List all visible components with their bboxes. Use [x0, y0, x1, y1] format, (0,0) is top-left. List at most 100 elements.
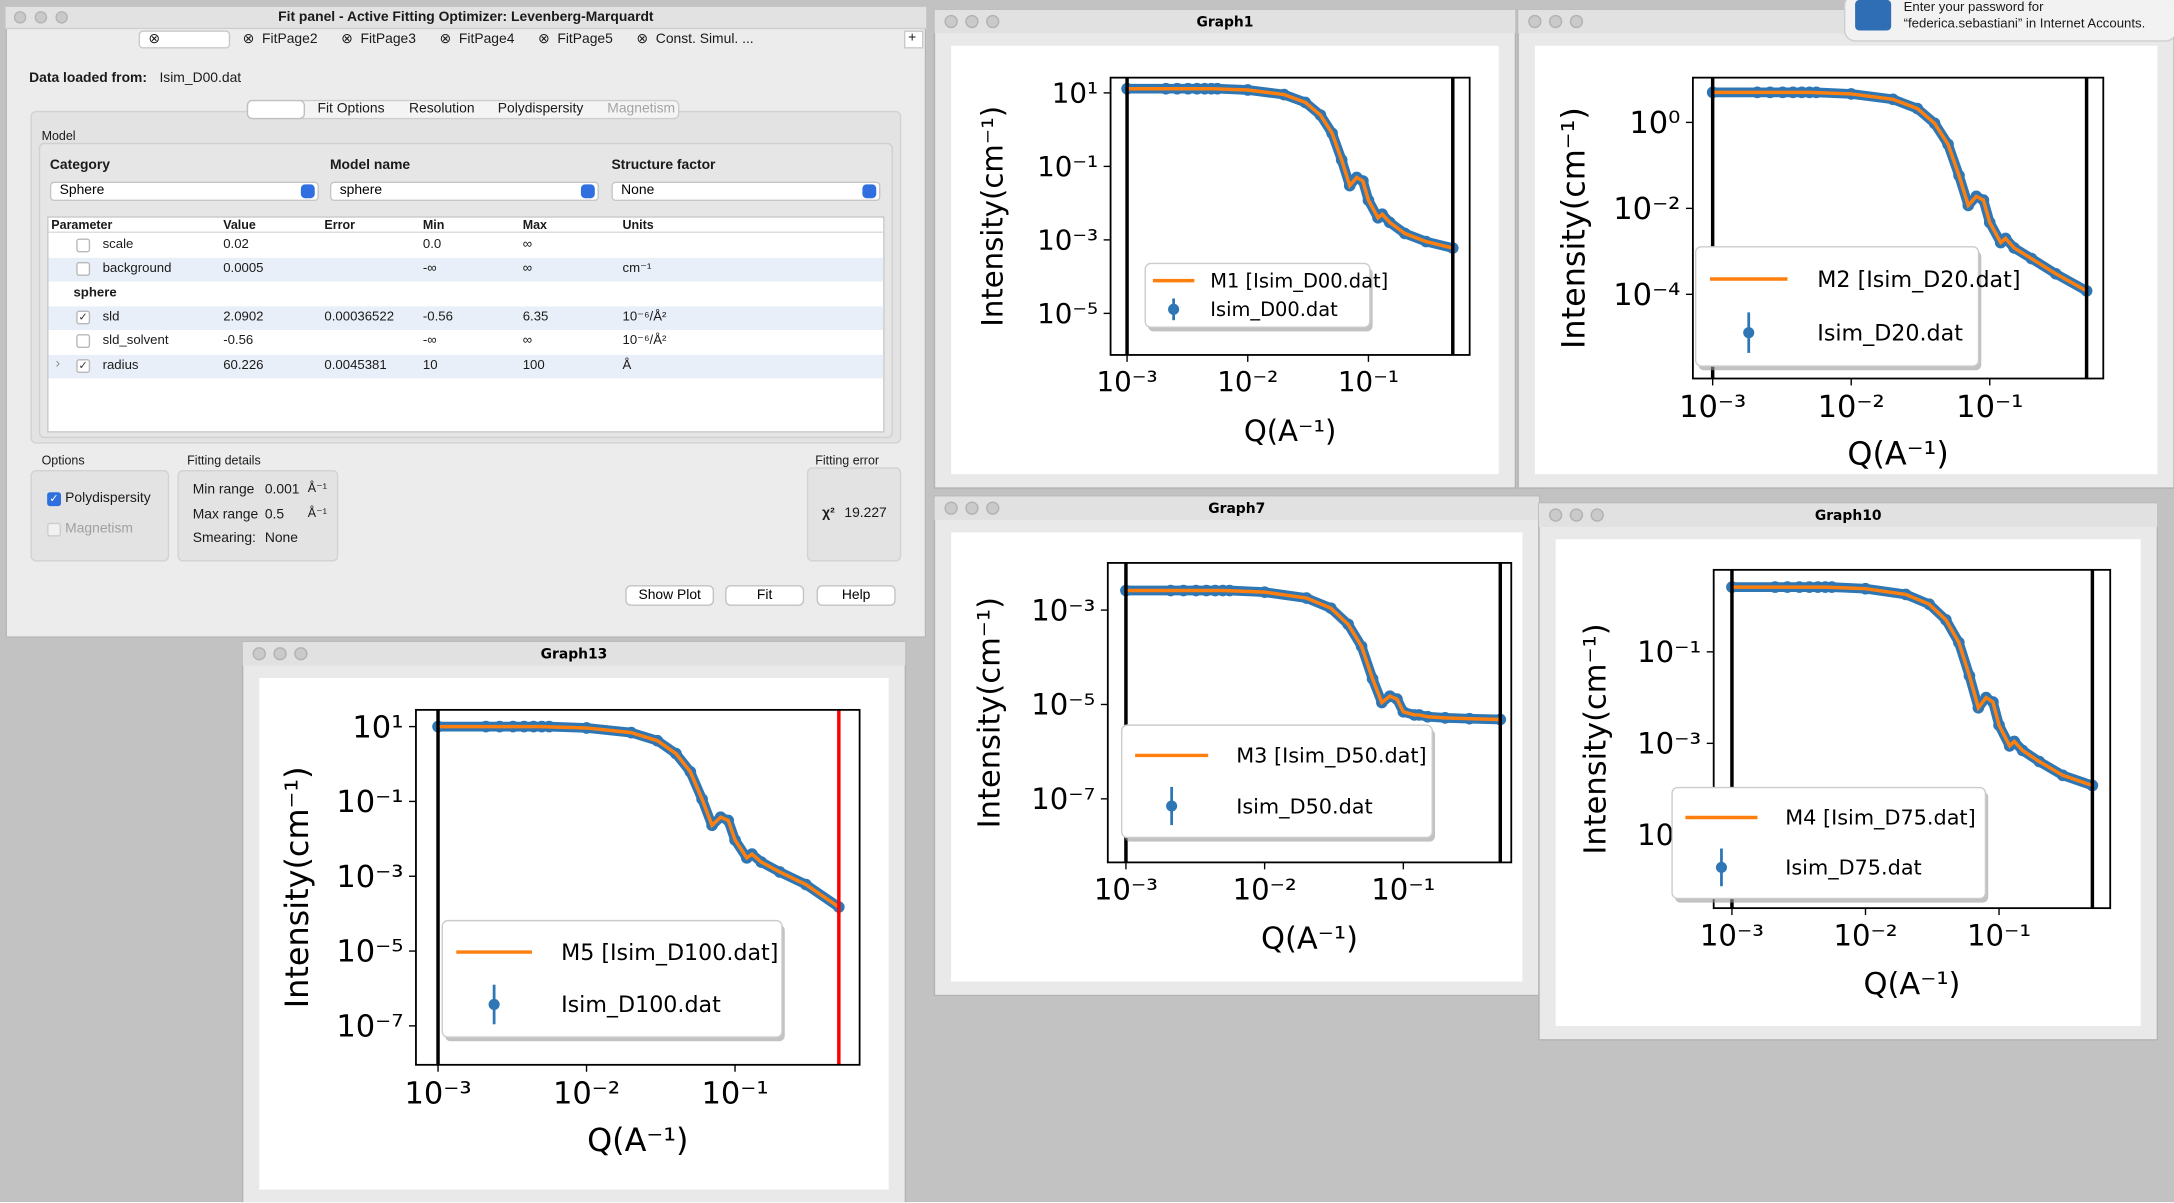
category-label: Category — [49, 158, 111, 174]
subtab[interactable]: Magnetism — [607, 101, 676, 117]
table-section: sphere — [73, 285, 117, 301]
legend-label: Isim_D50.dat — [1236, 794, 1373, 819]
window-button[interactable] — [944, 501, 958, 515]
polydispersity-checkbox[interactable]: ✓ — [47, 492, 62, 507]
fit-line — [1712, 90, 2088, 293]
fit-line — [1731, 585, 2093, 788]
x-tick-label: 10⁻² — [1233, 873, 1297, 907]
window-button[interactable] — [1548, 508, 1563, 522]
window-button[interactable] — [294, 647, 308, 661]
add-tab[interactable] — [903, 30, 924, 49]
param-checkbox[interactable]: ✓ — [76, 310, 91, 325]
close-button[interactable] — [13, 11, 27, 24]
legend-label: M3 [Isim_D50.dat] — [1236, 744, 1426, 769]
expand-arrow[interactable]: › — [55, 355, 61, 371]
data-loaded-label: Data loaded from: — [29, 70, 147, 86]
tab-close[interactable]: ⊗ — [242, 31, 255, 48]
window-title: Fit panel - Active Fitting Optimizer: Le… — [278, 9, 654, 25]
param-units: 10⁻⁶/Å² — [622, 309, 667, 325]
window-button[interactable] — [1528, 14, 1542, 29]
help-button[interactable]: Help — [816, 585, 896, 606]
param-checkbox[interactable] — [76, 334, 91, 349]
window-button[interactable] — [986, 501, 1000, 515]
structure-factor-combo[interactable]: None — [611, 181, 881, 202]
y-tick-label: 10⁻¹ — [1637, 635, 1701, 669]
legend-label: M5 [Isim_D100.dat] — [561, 940, 778, 966]
window-button[interactable] — [273, 647, 287, 661]
notification-line: “federica.sebastiani” in Internet Accoun… — [1903, 16, 2146, 32]
param-error: 0.00036522 — [324, 309, 395, 325]
tab[interactable]: FitPage4 — [458, 31, 515, 48]
tab-close[interactable]: ⊗ — [537, 31, 550, 48]
window-button[interactable] — [1548, 14, 1563, 29]
graph-window: Graph7 10⁻³ 10⁻⁵ 10⁻⁷ 10⁻³ 10⁻² 10⁻¹ Q(A⁻¹) Inte… — [933, 495, 1540, 997]
fit-line — [1125, 588, 1501, 722]
window-button[interactable] — [1569, 508, 1584, 522]
tab-close[interactable]: ⊗ — [439, 31, 452, 48]
param-checkbox[interactable]: ✓ — [76, 358, 91, 373]
fitting-details-label: Fitting details — [187, 453, 261, 468]
x-tick-label: 10⁻³ — [1094, 873, 1158, 907]
x-tick-label: 10⁻¹ — [1338, 365, 1399, 398]
tab-close[interactable]: ⊗ — [341, 31, 353, 48]
show-plot-button[interactable]: Show Plot — [625, 585, 715, 606]
tab[interactable]: Const. Simul. ... — [655, 31, 754, 48]
y-tick-label: 10⁻³ — [1031, 593, 1095, 627]
window-title-bar — [934, 9, 1516, 34]
x-axis-label: Q(A⁻¹) — [1847, 434, 1948, 472]
x-axis-label: Q(A⁻¹) — [1261, 921, 1358, 956]
legend — [1694, 246, 1980, 367]
tab-active[interactable] — [138, 30, 231, 49]
chi2-label: χ² — [822, 506, 835, 522]
tab[interactable]: FitPage3 — [360, 31, 416, 48]
fit-button[interactable]: Fit — [725, 585, 805, 606]
param-min: 0.0 — [422, 237, 442, 253]
legend-label: M1 [Isim_D00.dat] — [1210, 269, 1388, 292]
window-button[interactable] — [965, 14, 979, 29]
window-button[interactable] — [965, 501, 979, 515]
y-tick-label: 10⁻³ — [1037, 224, 1098, 257]
polydispersity-label[interactable]: Polydispersity — [65, 490, 151, 507]
x-axis-label: Q(A⁻¹) — [1244, 414, 1337, 448]
y-axis-label: Intensity(cm⁻¹) — [973, 597, 1008, 828]
tab[interactable]: FitPage5 — [557, 31, 613, 48]
subtab[interactable]: Polydispersity — [497, 101, 584, 117]
max-range-label: Max range — [192, 507, 259, 523]
x-tick-label: 10⁻³ — [1679, 390, 1746, 425]
y-tick-label: 10⁻¹ — [336, 785, 403, 820]
add-tab-label[interactable]: + — [908, 30, 917, 46]
zoom-button[interactable] — [55, 11, 68, 24]
axes-frame — [415, 708, 861, 1066]
legend-label: Isim_D75.dat — [1785, 856, 1922, 881]
table-header-cell: Min — [422, 217, 445, 232]
category-combo[interactable]: Sphere — [49, 181, 319, 202]
window-button[interactable] — [944, 14, 958, 29]
minimize-button[interactable] — [34, 11, 48, 24]
window-button[interactable] — [986, 14, 1000, 29]
y-tick-label: 10⁻¹ — [1037, 150, 1098, 183]
param-checkbox[interactable] — [76, 262, 91, 277]
subtab-active[interactable] — [246, 99, 306, 120]
subtab[interactable]: Resolution — [409, 101, 475, 117]
param-checkbox[interactable] — [76, 238, 91, 253]
tab-close[interactable]: ⊗ — [636, 31, 649, 48]
model-name-combo[interactable]: sphere — [329, 181, 599, 202]
tab-close[interactable]: ⊗ — [148, 31, 160, 48]
window-button[interactable] — [1590, 508, 1604, 522]
axes-frame — [1106, 562, 1513, 864]
param-error: 0.0045381 — [324, 357, 387, 373]
y-axis-label: Intensity(cm⁻¹) — [1555, 107, 1593, 349]
subtab[interactable]: Fit Options — [317, 101, 385, 117]
min-range-value: 0.001 — [264, 482, 300, 498]
window-button[interactable] — [1569, 14, 1584, 29]
notification-icon — [1855, 0, 1892, 31]
notification[interactable] — [1844, 0, 2174, 42]
y-tick-label: 10⁻⁴ — [1613, 278, 1680, 313]
param-value: 0.0005 — [223, 261, 264, 277]
legend — [441, 919, 783, 1038]
tab[interactable]: FitPage2 — [262, 31, 318, 48]
legend — [1144, 262, 1371, 328]
table-header-cell: Value — [223, 217, 256, 232]
window-button[interactable] — [252, 647, 266, 661]
legend-marker — [1168, 303, 1180, 315]
